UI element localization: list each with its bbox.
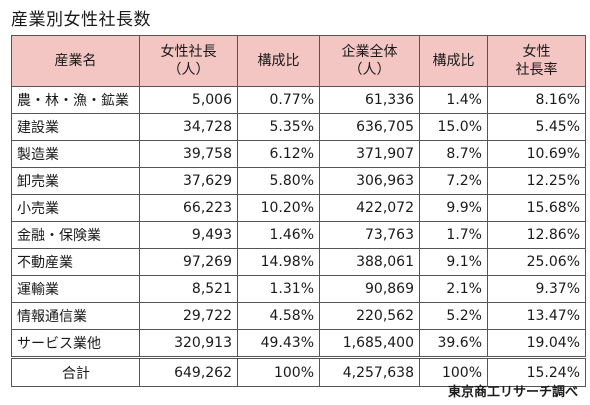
table-row: サービス業他 320,913 49.43% 1,685,400 39.6% 19.04% xyxy=(11,329,586,358)
total-label: 合計 xyxy=(11,356,140,387)
total-row: 合計 649,262 100% 4,257,638 100% 15.24% xyxy=(11,356,586,387)
female-presidents-table: 産業名 女性社長 （人） 構成比 企業全体 （人） 構成比 女性 社長率 農・林… xyxy=(11,35,586,387)
all-companies-cell: 90,869 xyxy=(319,275,420,303)
table-row: 運輸業 8,521 1.31% 90,869 2.1% 9.37% xyxy=(11,275,586,303)
female-share-cell: 14.98% xyxy=(237,248,320,276)
female-presidents-cell: 37,629 xyxy=(139,167,238,195)
all-companies-cell: 422,072 xyxy=(319,194,420,222)
female-ratio-cell: 9.37% xyxy=(487,275,586,303)
female-ratio-cell: 19.04% xyxy=(487,329,586,358)
female-ratio-cell: 8.16% xyxy=(487,86,586,114)
header-female-share: 構成比 xyxy=(237,35,320,87)
female-presidents-cell: 8,521 xyxy=(139,275,238,303)
all-companies-cell: 306,963 xyxy=(319,167,420,195)
all-companies-cell: 73,763 xyxy=(319,221,420,249)
all-share-cell: 2.1% xyxy=(419,275,488,303)
female-presidents-cell: 97,269 xyxy=(139,248,238,276)
header-row: 産業名 女性社長 （人） 構成比 企業全体 （人） 構成比 女性 社長率 xyxy=(11,35,586,87)
all-companies-cell: 220,562 xyxy=(319,302,420,330)
industry-cell: 農・林・漁・鉱業 xyxy=(11,86,140,114)
all-share-cell: 15.0% xyxy=(419,113,488,141)
table-row: 不動産業 97,269 14.98% 388,061 9.1% 25.06% xyxy=(11,248,586,276)
female-share-cell: 6.12% xyxy=(237,140,320,168)
all-companies-cell: 371,907 xyxy=(319,140,420,168)
header-all-companies: 企業全体 （人） xyxy=(319,35,420,87)
all-share-cell: 8.7% xyxy=(419,140,488,168)
female-presidents-cell: 320,913 xyxy=(139,329,238,358)
source-note: 東京商工リサーチ調べ xyxy=(447,385,578,400)
female-share-cell: 0.77% xyxy=(237,86,320,114)
header-industry: 産業名 xyxy=(11,35,140,87)
header-all-share: 構成比 xyxy=(419,35,488,87)
female-presidents-cell: 39,758 xyxy=(139,140,238,168)
industry-cell: 不動産業 xyxy=(11,248,140,276)
female-share-cell: 1.31% xyxy=(237,275,320,303)
table-row: 建設業 34,728 5.35% 636,705 15.0% 5.45% xyxy=(11,113,586,141)
total-all-companies: 4,257,638 xyxy=(319,356,420,387)
industry-cell: 情報通信業 xyxy=(11,302,140,330)
table-row: 卸売業 37,629 5.80% 306,963 7.2% 12.25% xyxy=(11,167,586,195)
total-female-share: 100% xyxy=(237,356,320,387)
industry-cell: 金融・保険業 xyxy=(11,221,140,249)
header-female-presidents: 女性社長 （人） xyxy=(139,35,238,87)
all-companies-cell: 636,705 xyxy=(319,113,420,141)
all-share-cell: 5.2% xyxy=(419,302,488,330)
female-presidents-cell: 66,223 xyxy=(139,194,238,222)
all-share-cell: 1.7% xyxy=(419,221,488,249)
table-row: 製造業 39,758 6.12% 371,907 8.7% 10.69% xyxy=(11,140,586,168)
all-companies-cell: 61,336 xyxy=(319,86,420,114)
female-share-cell: 5.35% xyxy=(237,113,320,141)
industry-cell: 建設業 xyxy=(11,113,140,141)
table-title: 産業別女性社長数 xyxy=(11,10,151,30)
female-presidents-cell: 5,006 xyxy=(139,86,238,114)
all-share-cell: 9.1% xyxy=(419,248,488,276)
industry-cell: 小売業 xyxy=(11,194,140,222)
female-share-cell: 49.43% xyxy=(237,329,320,358)
female-share-cell: 1.46% xyxy=(237,221,320,249)
female-ratio-cell: 13.47% xyxy=(487,302,586,330)
female-share-cell: 10.20% xyxy=(237,194,320,222)
industry-cell: 卸売業 xyxy=(11,167,140,195)
table-row: 金融・保険業 9,493 1.46% 73,763 1.7% 12.86% xyxy=(11,221,586,249)
female-share-cell: 4.58% xyxy=(237,302,320,330)
all-share-cell: 1.4% xyxy=(419,86,488,114)
industry-cell: サービス業他 xyxy=(11,329,140,358)
female-ratio-cell: 15.68% xyxy=(487,194,586,222)
header-female-ratio: 女性 社長率 xyxy=(487,35,586,87)
table-row: 情報通信業 29,722 4.58% 220,562 5.2% 13.47% xyxy=(11,302,586,330)
female-ratio-cell: 25.06% xyxy=(487,248,586,276)
all-share-cell: 39.6% xyxy=(419,329,488,358)
all-companies-cell: 388,061 xyxy=(319,248,420,276)
table-row: 農・林・漁・鉱業 5,006 0.77% 61,336 1.4% 8.16% xyxy=(11,86,586,114)
female-ratio-cell: 12.86% xyxy=(487,221,586,249)
all-share-cell: 7.2% xyxy=(419,167,488,195)
female-share-cell: 5.80% xyxy=(237,167,320,195)
total-female-presidents: 649,262 xyxy=(139,356,238,387)
female-presidents-cell: 34,728 xyxy=(139,113,238,141)
female-ratio-cell: 5.45% xyxy=(487,113,586,141)
all-companies-cell: 1,685,400 xyxy=(319,329,420,358)
industry-cell: 運輸業 xyxy=(11,275,140,303)
total-female-ratio: 15.24% xyxy=(487,356,586,387)
table-row: 小売業 66,223 10.20% 422,072 9.9% 15.68% xyxy=(11,194,586,222)
female-ratio-cell: 12.25% xyxy=(487,167,586,195)
female-presidents-cell: 9,493 xyxy=(139,221,238,249)
female-ratio-cell: 10.69% xyxy=(487,140,586,168)
industry-cell: 製造業 xyxy=(11,140,140,168)
all-share-cell: 9.9% xyxy=(419,194,488,222)
female-presidents-cell: 29,722 xyxy=(139,302,238,330)
